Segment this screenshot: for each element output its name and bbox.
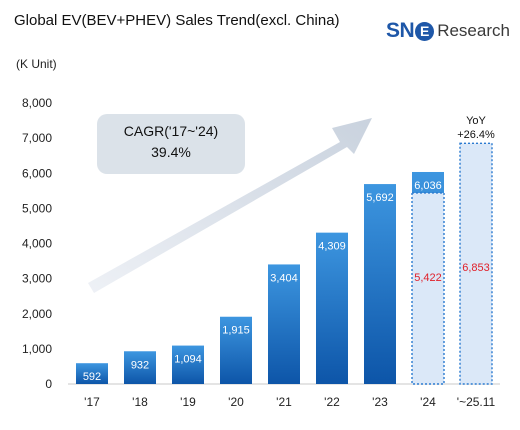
bar [268,264,300,384]
bar-estimated [411,192,445,385]
cagr-value: 39.4% [151,144,191,160]
x-tick-label: '22 [324,395,340,409]
x-tick-label: '19 [180,395,196,409]
bar [220,316,252,384]
data-label: 6,853 [462,262,490,274]
x-tick-label: '~25.11 [457,395,496,409]
unit-label: (K Unit) [16,57,57,71]
y-tick-label: 4,000 [22,237,52,251]
logo-research-text: Research [437,21,510,40]
x-tick-label: '18 [132,395,148,409]
data-label: 3,404 [270,272,298,284]
sne-research-logo: SN E Research [386,18,510,44]
data-label: 6,036 [414,180,442,192]
x-tick-label: '21 [276,395,292,409]
data-label: 592 [83,371,101,383]
cagr-label: CAGR('17~'24) [124,123,218,139]
cagr-callout [97,114,245,174]
x-tick-label: '24 [420,395,436,409]
logo-sn-text: SN [386,19,415,42]
bar [364,184,396,384]
y-tick-label: 1,000 [22,342,52,356]
bar [316,232,348,384]
y-tick-label: 8,000 [22,96,52,110]
bar-estimated [459,142,493,385]
y-tick-label: 6,000 [22,166,52,180]
trend-arrow [88,118,372,293]
x-tick-label: '17 [84,395,100,409]
bar [124,351,156,384]
data-label: 1,094 [174,354,202,366]
y-tick-label: 3,000 [22,272,52,286]
y-tick-label: 2,000 [22,307,52,321]
bar [172,345,204,384]
bar [76,363,108,384]
x-tick-label: '23 [372,395,388,409]
yoy-label: YoY [466,115,486,127]
logo-e-circle: E [415,21,435,41]
data-label: 4,309 [318,241,346,253]
data-label: 1,915 [222,325,250,337]
chart-title: Global EV(BEV+PHEV) Sales Trend(excl. Ch… [14,12,340,29]
y-tick-label: 0 [45,377,52,391]
x-tick-label: '20 [228,395,244,409]
y-tick-label: 5,000 [22,201,52,215]
data-label: 5,692 [366,192,394,204]
data-label: 932 [131,359,149,371]
y-tick-label: 7,000 [22,131,52,145]
yoy-value: +26.4% [457,129,495,141]
data-label: 5,422 [414,272,442,284]
